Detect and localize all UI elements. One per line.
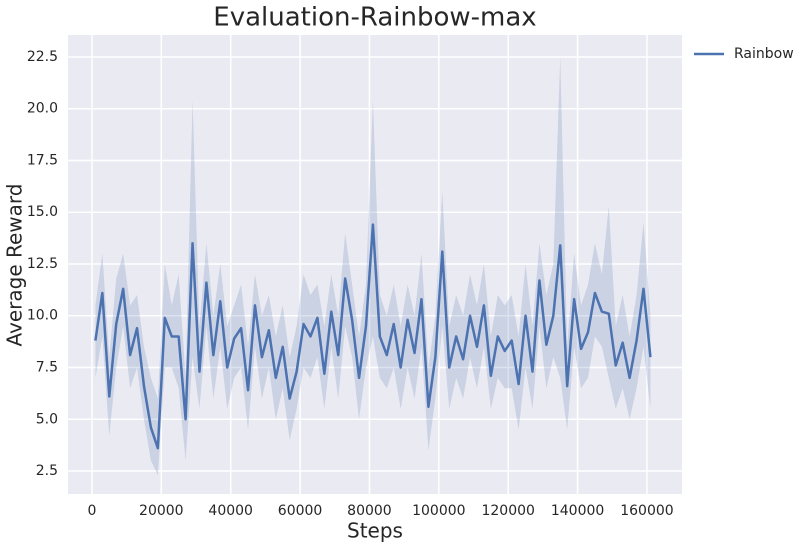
y-tick-label: 10.0 [27, 308, 58, 324]
legend-label: Rainbow [734, 46, 794, 62]
y-tick-label: 22.5 [27, 49, 58, 65]
y-tick-label: 2.5 [36, 463, 58, 479]
y-tick-label: 12.5 [27, 256, 58, 272]
y-axis-label: Average Reward [3, 184, 27, 347]
y-tick-label: 7.5 [36, 360, 58, 376]
x-tick-label: 80000 [347, 503, 392, 519]
x-tick-label: 120000 [481, 503, 534, 519]
y-tick-label: 17.5 [27, 152, 58, 168]
confidence-band [95, 56, 651, 476]
line [94, 223, 652, 450]
x-tick-label: 20000 [139, 503, 184, 519]
x-tick-label: 160000 [620, 503, 673, 519]
x-tick-label: 140000 [551, 503, 604, 519]
x-tick-label: 40000 [208, 503, 253, 519]
y-tick-label: 15.0 [27, 204, 58, 220]
y-tick-label: 20.0 [27, 101, 58, 117]
x-tick-label: 100000 [412, 503, 465, 519]
x-tick-label: 0 [87, 503, 96, 519]
x-tick-label: 60000 [278, 503, 323, 519]
x-axis-label: Steps [347, 519, 403, 543]
chart-title: Evaluation-Rainbow-max [213, 3, 536, 33]
y-tick-label: 5.0 [36, 411, 58, 427]
